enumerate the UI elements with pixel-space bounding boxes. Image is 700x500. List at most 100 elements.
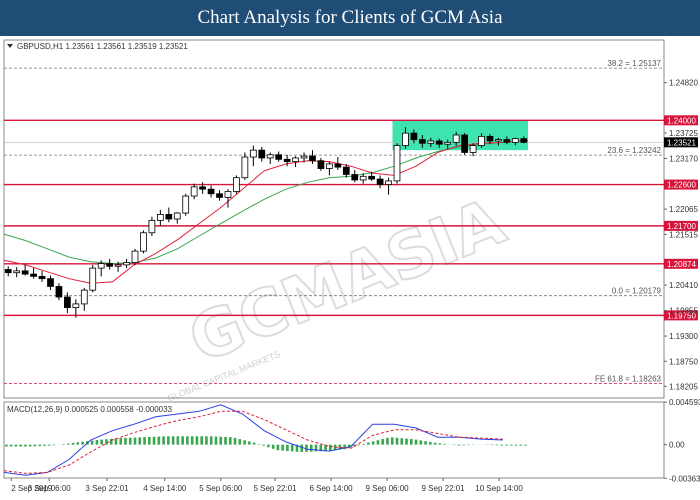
watermark-brand: GCMASIA (179, 185, 515, 378)
price-tick-label: 1.19855 (669, 307, 698, 316)
slow-moving-average (3, 141, 503, 265)
candle (64, 292, 71, 314)
candle (97, 260, 105, 277)
candle-body (461, 134, 468, 153)
candle (300, 152, 308, 163)
price-tick-label: 1.21515 (669, 230, 698, 239)
candle (478, 133, 485, 148)
candle (275, 151, 283, 162)
candle (292, 156, 299, 168)
fibonacci-levels: 38.2 = 1.25137 23.6 = 1.23242 0.0 = 1.2017… (4, 59, 664, 385)
candle (233, 175, 240, 194)
candle (309, 150, 316, 164)
candle-body (156, 214, 164, 221)
macd-signal-line (3, 410, 503, 474)
candle (148, 216, 156, 236)
candle-body (478, 135, 485, 146)
candle-body (89, 267, 97, 291)
candle (266, 152, 274, 164)
level-price-tag (664, 115, 698, 126)
candle-body (334, 163, 342, 168)
candle (326, 161, 333, 176)
symbol-dropdown-icon[interactable] (7, 44, 13, 48)
candle-body (114, 264, 122, 267)
time-tick-label: 2 Sep 2019 (11, 484, 52, 493)
candle (156, 209, 164, 226)
chart-title-banner: Chart Analysis for Clients of GCM Asia (0, 0, 700, 36)
candle-body (427, 140, 435, 144)
candle-body (309, 155, 316, 162)
candle-body (393, 145, 401, 182)
time-tick-label: 4 Sep 14:00 (143, 484, 187, 493)
candle-body (359, 175, 367, 181)
time-tick-label: 5 Sep 06:00 (199, 484, 243, 493)
candle-body (199, 186, 206, 190)
level-price-label: 1.20874 (667, 260, 696, 269)
candle (402, 127, 409, 149)
price-tick-label: 1.23170 (669, 154, 698, 163)
candle-body (435, 140, 443, 145)
candle (368, 171, 376, 181)
candle-body (376, 178, 384, 185)
candle (13, 267, 21, 278)
candle-body (452, 134, 460, 143)
candle (359, 173, 367, 184)
candle-body (72, 303, 80, 308)
candle-body (4, 269, 12, 274)
candle (511, 137, 519, 146)
candle-body (402, 132, 409, 146)
macd-panel (3, 401, 665, 479)
candle (55, 283, 63, 301)
candle-body (55, 286, 63, 298)
level-price-label: 1.24000 (667, 116, 696, 125)
candle (258, 146, 266, 162)
time-tick-label: 9 Sep 22:01 (421, 484, 465, 493)
candle-body (300, 155, 308, 159)
candle-body (495, 139, 502, 142)
candle-body (249, 149, 257, 158)
candle (190, 183, 198, 200)
candle-body (342, 166, 350, 175)
candle (123, 258, 130, 269)
candle-body (368, 175, 376, 180)
candle (199, 182, 206, 194)
level-price-tag (664, 220, 698, 231)
chart-title: Chart Analysis for Clients of GCM Asia (197, 7, 503, 28)
time-tick-label: 10 Sep 14:00 (475, 484, 523, 493)
candle (80, 287, 88, 311)
price-panel (3, 39, 665, 399)
support-resistance-levels: 1.24000 1.22600 1.21700 1.20874 1.19750 1.235… (4, 115, 698, 321)
level-price-tag (664, 310, 698, 321)
candle (418, 135, 426, 148)
price-axis: 1.24820 1.23725 1.23170 1.22065 1.21515 1.204… (664, 79, 698, 391)
candle-body (207, 188, 215, 195)
price-tick-label: 1.20410 (669, 281, 698, 290)
candle-body (47, 278, 54, 287)
candle (131, 248, 139, 265)
candle-body (173, 212, 181, 220)
candle (173, 212, 181, 224)
candle (376, 175, 384, 189)
price-tick-label: 1.19300 (669, 332, 698, 341)
level-price-label: 1.22600 (667, 181, 696, 190)
current-price-label: 1.23521 (667, 138, 696, 147)
time-tick-label: 6 Sep 14:00 (309, 484, 353, 493)
candle-body (503, 139, 511, 143)
candle-body (258, 149, 266, 159)
macd-axis: 0.004593 0.00 -0.003632 (664, 398, 700, 483)
macd-tick-label: 0.00 (669, 441, 685, 450)
candlesticks (4, 127, 528, 318)
candle-body (292, 157, 299, 163)
candle-body (224, 191, 232, 198)
candle (30, 268, 37, 279)
candle (89, 264, 97, 293)
candle-body (317, 160, 325, 169)
candle (427, 137, 435, 147)
time-tick-label: 9 Sep 06:00 (365, 484, 409, 493)
candle (216, 190, 223, 201)
candle-body (233, 177, 240, 192)
level-price-label: 1.21700 (667, 222, 696, 231)
price-tick-label: 1.22065 (669, 205, 698, 214)
macd-line (3, 404, 503, 476)
